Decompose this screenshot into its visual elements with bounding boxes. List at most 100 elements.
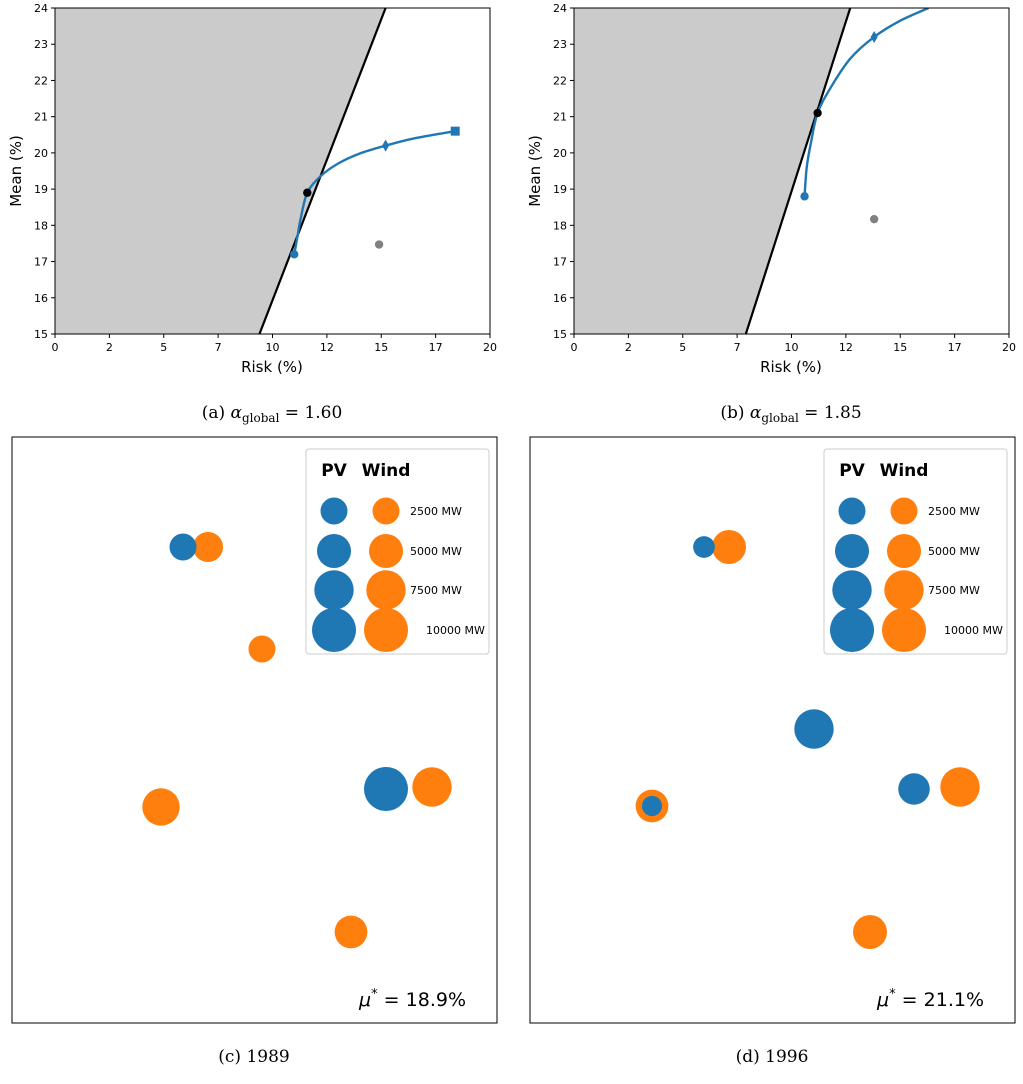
legend-wind-bubble [890, 497, 918, 525]
legend-wind-bubble [886, 533, 922, 569]
caption-value: = 1.60 [279, 403, 342, 423]
x-tick-label: 10 [266, 341, 280, 354]
legend-pv-bubble [312, 608, 356, 652]
legend-pv-header: PV [839, 461, 865, 481]
x-tick-label: 7 [215, 341, 222, 354]
legend-pv-bubble [316, 533, 352, 569]
optimal-point [303, 188, 312, 197]
pv-bubble-north [169, 533, 197, 561]
x-tick-label: 15 [374, 341, 388, 354]
x-tick-label: 20 [1002, 341, 1016, 354]
x-tick-label: 10 [785, 341, 799, 354]
reference-point [374, 240, 384, 249]
y-tick-label: 15 [553, 328, 567, 341]
legend: PV Wind 2500 MW 5000 MW 7500 MW 10000 MW [305, 448, 490, 655]
panel-a-frontier-chart: 0 2 5 7 10 12 15 17 20 15 16 17 18 19 20 21 22 23 24 Risk… [7, 2, 497, 425]
x-axis-label: Risk (%) [760, 358, 822, 376]
diamond-marker [382, 139, 390, 152]
legend-size-label: 7500 MW [928, 584, 980, 597]
y-tick-label: 15 [34, 328, 48, 341]
y-axis-label: Mean (%) [7, 135, 25, 207]
caption-value: = 1.85 [799, 403, 862, 423]
caption-d: (d) 1996 [736, 1047, 809, 1067]
efficient-frontier [293, 129, 456, 255]
legend-pv-bubble [834, 533, 870, 569]
legend-pv-bubble [838, 497, 866, 525]
y-tick-label: 22 [553, 74, 567, 87]
x-tick-label: 5 [679, 341, 686, 354]
wind-bubble-central [248, 635, 276, 663]
wind-bubble-sicily [334, 915, 368, 949]
caption-c: (c) 1989 [218, 1047, 289, 1067]
panel-b-frontier-chart: 0 2 5 7 10 12 15 17 20 15 16 17 18 19 20 21 22 23 24 Risk… [526, 2, 1016, 425]
y-tick-label: 18 [34, 219, 48, 232]
caption-prefix: (b) [720, 403, 750, 423]
y-tick-label: 23 [34, 38, 48, 51]
legend-wind-bubble [368, 533, 404, 569]
end-marker [450, 126, 460, 136]
tangent-line [258, 8, 387, 334]
y-ticks: 15 16 17 18 19 20 21 22 23 24 [553, 2, 574, 341]
legend-pv-bubble [320, 497, 348, 525]
y-tick-label: 20 [34, 147, 48, 160]
mu-value: = 18.9% [378, 989, 466, 1011]
y-tick-label: 21 [34, 111, 48, 124]
reference-point [869, 214, 879, 224]
panel-c-capacity-map: PV Wind 2500 MW 5000 MW 7500 MW 10000 MW μ* =… [0, 0, 498, 1067]
legend-wind-header: Wind [362, 461, 411, 481]
legend-pv-bubble [830, 608, 874, 652]
y-ticks: 15 16 17 18 19 20 21 22 23 24 [34, 2, 55, 341]
wind-bubble-sicily [852, 914, 888, 950]
x-tick-label: 2 [625, 341, 632, 354]
x-axis-label: Risk (%) [241, 358, 303, 376]
y-axis-label: Mean (%) [526, 135, 544, 207]
x-tick-label: 15 [893, 341, 907, 354]
caption-b: (b) αglobal = 1.85 [720, 403, 861, 425]
legend-wind-bubble [882, 608, 926, 652]
start-marker [800, 192, 809, 201]
mu-star: * [889, 987, 896, 1002]
wind-bubble-apulia [940, 767, 980, 807]
legend: PV Wind 2500 MW 5000 MW 7500 MW 10000 MW [823, 448, 1008, 655]
legend-size-label: 2500 MW [928, 505, 980, 518]
legend-wind-bubble [366, 570, 406, 610]
x-tick-label: 12 [839, 341, 853, 354]
y-tick-label: 19 [34, 183, 48, 196]
y-tick-label: 20 [553, 147, 567, 160]
tangent-line [744, 8, 852, 334]
start-marker [290, 250, 299, 259]
caption-subscript: global [761, 411, 799, 425]
legend-size-label: 5000 MW [410, 545, 462, 558]
y-tick-label: 16 [553, 292, 567, 305]
legend-size-label: 7500 MW [410, 584, 462, 597]
wind-bubble-north [711, 529, 747, 565]
x-tick-label: 17 [429, 341, 443, 354]
legend-size-label: 10000 MW [426, 624, 485, 637]
x-tick-label: 2 [106, 341, 113, 354]
optimal-point [813, 108, 822, 118]
efficient-frontier [803, 8, 930, 197]
y-tick-label: 17 [34, 256, 48, 269]
capacity-bubbles [635, 529, 980, 950]
pv-bubble-north [693, 536, 715, 558]
infeasible-region [55, 8, 386, 334]
legend-wind-bubble [884, 570, 924, 610]
y-tick-label: 24 [34, 2, 48, 15]
legend-wind-bubble [364, 608, 408, 652]
pv-bubble-sardinia [641, 795, 663, 817]
caption-alpha: α [231, 403, 243, 423]
x-tick-label: 0 [571, 341, 578, 354]
caption-a: (a) αglobal = 1.60 [202, 403, 343, 425]
mu-symbol: μ [358, 989, 371, 1011]
y-tick-label: 22 [34, 74, 48, 87]
mu-label: μ* = 21.1% [876, 987, 984, 1011]
y-tick-label: 21 [553, 111, 567, 124]
caption-alpha: α [750, 403, 762, 423]
diamond-marker [870, 30, 878, 43]
x-tick-label: 0 [52, 341, 59, 354]
caption-subscript: global [242, 411, 280, 425]
pv-bubble-apulia [898, 773, 930, 805]
pv-bubble-apulia [364, 767, 408, 811]
x-tick-label: 7 [734, 341, 741, 354]
x-ticks: 0 2 5 7 10 12 15 17 20 [571, 334, 1016, 354]
